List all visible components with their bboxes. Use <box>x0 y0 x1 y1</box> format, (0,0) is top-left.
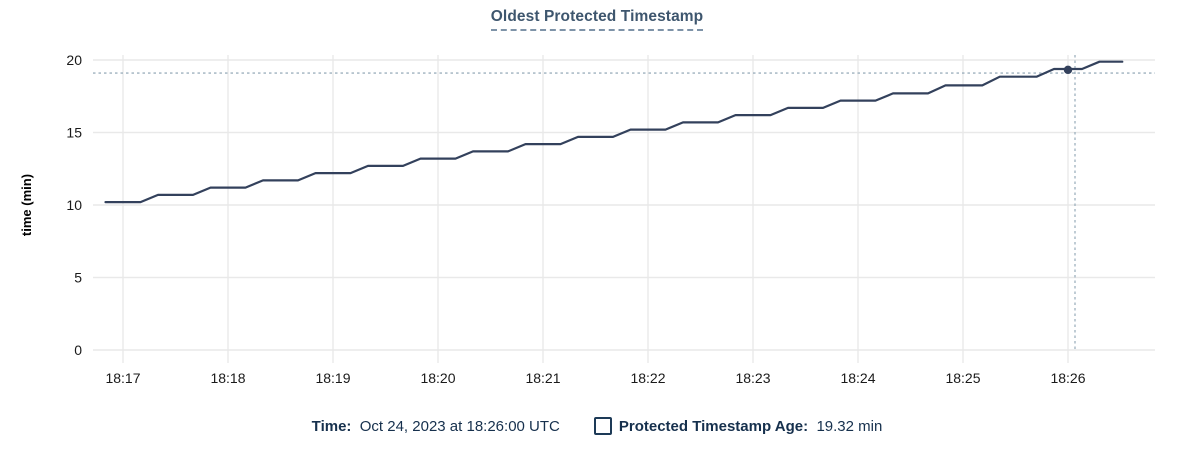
spacer <box>808 418 816 435</box>
hover-point-dot <box>1063 65 1073 75</box>
tooltip-series-group: Protected Timestamp Age: 19.32 min <box>593 417 883 435</box>
y-tick-label: 20 <box>66 52 82 68</box>
chart-header: Oldest Protected Timestamp <box>0 8 1194 31</box>
x-tick-label: 18:22 <box>630 370 665 386</box>
x-tick-label: 18:21 <box>525 370 560 386</box>
spacer <box>351 418 359 435</box>
x-tick-label: 18:17 <box>105 370 140 386</box>
x-tick-label: 18:23 <box>735 370 770 386</box>
tooltip-time-group: Time: Oct 24, 2023 at 18:26:00 UTC <box>312 418 560 435</box>
tooltip-series-label: Protected Timestamp Age: <box>618 417 809 435</box>
series-toggle-checkbox-icon[interactable] <box>593 417 612 435</box>
line-chart[interactable]: 0 5 10 15 20 18:17 18:18 18:19 18:20 18:21 18:22 18… <box>0 0 1194 405</box>
x-tick-label: 18:24 <box>840 370 875 386</box>
chart-title[interactable]: Oldest Protected Timestamp <box>490 8 704 31</box>
tooltip-series-value: 19.32 min <box>816 417 883 435</box>
y-tick-label: 15 <box>66 125 82 141</box>
x-tick-label: 18:26 <box>1050 370 1085 386</box>
x-tick-label: 18:19 <box>315 370 350 386</box>
y-tick-label: 0 <box>74 342 82 358</box>
x-tick-label: 18:20 <box>420 370 455 386</box>
x-tick-label: 18:18 <box>210 370 245 386</box>
x-tick-label: 18:25 <box>945 370 980 386</box>
y-tick-label: 10 <box>66 197 82 213</box>
series-line <box>104 60 1124 204</box>
y-axis-title: time (min) <box>19 174 34 236</box>
tooltip-time-label: Time: <box>311 417 352 435</box>
tooltip-time-value: Oct 24, 2023 at 18:26:00 UTC <box>359 417 560 435</box>
y-tick-label: 5 <box>74 270 82 286</box>
hover-tooltip-footer: Time: Oct 24, 2023 at 18:26:00 UTC Prote… <box>0 417 1194 435</box>
